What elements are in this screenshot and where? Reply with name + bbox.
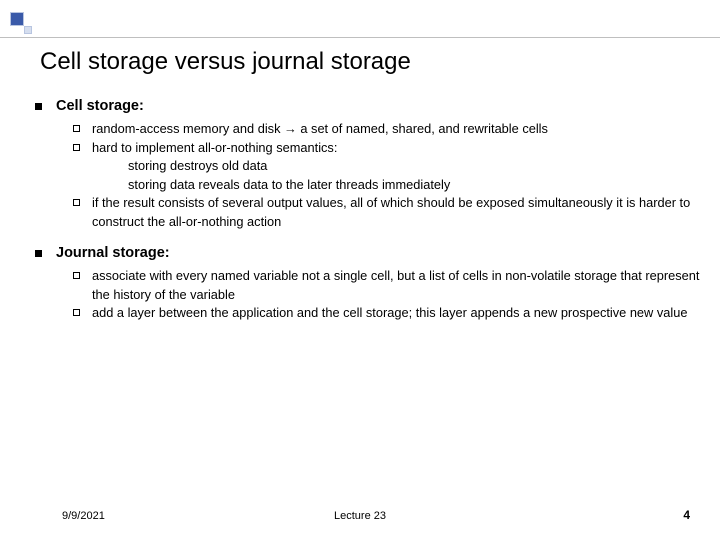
list-item-line: if the result consists of several output…: [92, 194, 700, 231]
section-heading: Cell storage:: [56, 98, 144, 114]
list-item-line: associate with every named variable not …: [92, 267, 700, 304]
bullet-hollow-icon: [73, 125, 80, 132]
footer-page-number: 4: [683, 508, 690, 522]
section-header: Journal storage:: [35, 245, 700, 261]
list-item-body: add a layer between the application and …: [92, 304, 700, 323]
accent-square-large: [10, 12, 24, 26]
bullet-hollow-icon: [73, 272, 80, 279]
footer-date: 9/9/2021: [62, 510, 105, 522]
list-item-body: random-access memory and disk → a set of…: [92, 120, 700, 139]
bullet-filled-icon: [35, 103, 42, 110]
list-item: random-access memory and disk → a set of…: [73, 120, 700, 139]
section: Cell storage: random-access memory and di…: [35, 98, 700, 231]
header-decoration: [0, 0, 100, 50]
section-items: associate with every named variable not …: [73, 267, 700, 323]
list-item: add a layer between the application and …: [73, 304, 700, 323]
list-item: if the result consists of several output…: [73, 194, 700, 231]
header-divider: [0, 37, 720, 38]
bullet-hollow-icon: [73, 199, 80, 206]
section-header: Cell storage:: [35, 98, 700, 114]
list-item-body: hard to implement all-or-nothing semanti…: [92, 139, 700, 195]
section-heading: Journal storage:: [56, 245, 170, 261]
slide-content: Cell storage: random-access memory and di…: [35, 98, 700, 337]
list-item-body: if the result consists of several output…: [92, 194, 700, 231]
accent-square-small: [24, 26, 32, 34]
section: Journal storage: associate with every nam…: [35, 245, 700, 323]
list-item-body: associate with every named variable not …: [92, 267, 700, 304]
list-item-line: random-access memory and disk → a set of…: [92, 120, 700, 139]
list-item-line: storing destroys old data: [92, 157, 700, 176]
list-item-line: hard to implement all-or-nothing semanti…: [92, 139, 700, 158]
list-item-line: add a layer between the application and …: [92, 304, 700, 323]
list-item: hard to implement all-or-nothing semanti…: [73, 139, 700, 195]
section-items: random-access memory and disk → a set of…: [73, 120, 700, 231]
bullet-hollow-icon: [73, 309, 80, 316]
list-item-line: storing data reveals data to the later t…: [92, 176, 700, 195]
footer-lecture: Lecture 23: [334, 510, 386, 522]
slide-title: Cell storage versus journal storage: [40, 48, 411, 76]
bullet-filled-icon: [35, 250, 42, 257]
list-item: associate with every named variable not …: [73, 267, 700, 304]
bullet-hollow-icon: [73, 144, 80, 151]
